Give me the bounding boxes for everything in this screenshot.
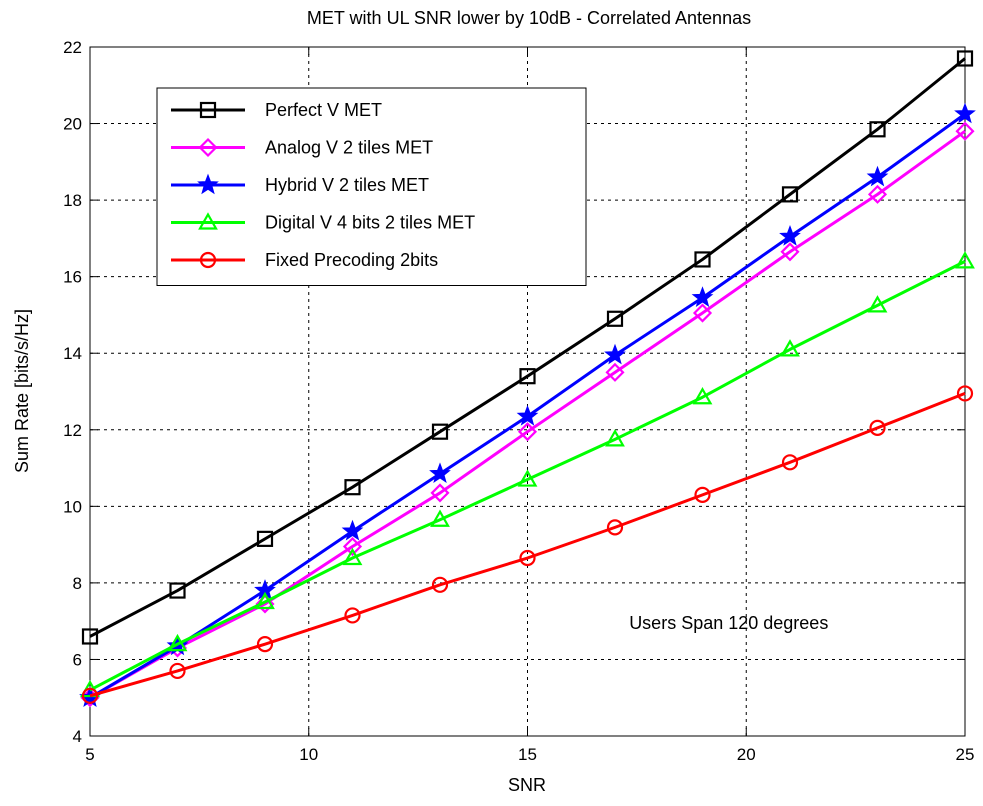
y-tick-label: 18 — [63, 191, 82, 210]
legend-entry: Fixed Precoding 2bits — [171, 250, 438, 270]
y-tick-label: 8 — [73, 574, 82, 593]
data-point — [256, 530, 274, 547]
data-point — [606, 519, 624, 536]
data-point — [342, 547, 363, 566]
axes: 5 10 15 20 25 4 6 8 10 12 14 16 18 20 22 — [63, 38, 974, 764]
legend-label: Fixed Precoding 2bits — [265, 250, 438, 270]
data-point — [867, 295, 888, 313]
annotations: Users Span 120 degrees — [629, 613, 828, 633]
data-point — [430, 509, 450, 527]
y-tick-label: 14 — [63, 344, 82, 363]
legend-marker — [198, 137, 218, 158]
legend-entry: Perfect V MET — [171, 100, 382, 120]
y-tick-label: 20 — [63, 115, 82, 134]
data-point — [81, 628, 99, 645]
data-point — [167, 633, 188, 652]
data-point — [517, 469, 538, 487]
data-point — [956, 385, 974, 402]
data-point — [341, 519, 364, 541]
x-tick-label: 25 — [956, 745, 975, 764]
y-tick-label: 16 — [63, 268, 82, 287]
x-tick-label: 10 — [299, 745, 318, 764]
series-0 — [81, 50, 974, 645]
data-point — [169, 582, 186, 599]
series-line — [89, 260, 966, 692]
chart-annotation: Users Span 120 degrees — [629, 613, 828, 633]
legend-marker — [198, 212, 218, 230]
series-4 — [81, 385, 974, 704]
y-tick-label: 12 — [63, 421, 82, 440]
legend-marker — [197, 173, 219, 195]
data-point — [81, 687, 99, 704]
data-point — [694, 486, 711, 503]
legend-label: Perfect V MET — [265, 100, 382, 120]
legend-marker — [199, 251, 217, 269]
legend-label: Analog V 2 tiles MET — [265, 138, 433, 158]
series-3 — [80, 251, 975, 698]
data-point — [781, 454, 799, 471]
data-point — [954, 102, 976, 124]
data-point — [956, 50, 974, 67]
x-tick-label: 20 — [737, 745, 756, 764]
legend-label: Hybrid V 2 tiles MET — [265, 175, 429, 195]
data-point — [344, 479, 361, 496]
y-tick-label: 10 — [63, 497, 82, 516]
legend-box — [156, 87, 587, 286]
data-point — [781, 186, 799, 203]
data-point — [429, 462, 451, 484]
y-tick-label: 6 — [73, 650, 82, 669]
chart-title: MET with UL SNR lower by 10dB - Correlat… — [307, 8, 751, 28]
data-point — [431, 423, 449, 440]
data-point — [604, 343, 626, 365]
data-point — [605, 362, 625, 382]
series-1 — [80, 121, 975, 708]
data-point — [866, 165, 889, 187]
series-line — [89, 392, 966, 698]
x-tick-label: 15 — [518, 745, 537, 764]
x-tick-label: 5 — [85, 745, 94, 764]
data-point — [691, 286, 714, 307]
data-point — [344, 607, 361, 624]
data-point — [780, 339, 800, 357]
data-series — [79, 50, 976, 708]
y-tick-label: 22 — [63, 38, 82, 57]
data-point — [605, 429, 625, 447]
data-point — [780, 242, 800, 262]
data-point — [692, 303, 713, 323]
data-point — [779, 225, 801, 246]
data-point — [431, 576, 449, 593]
data-point — [430, 483, 450, 503]
data-point — [869, 121, 886, 138]
legend: Perfect V MET Analog V 2 tiles MET Hybrid … — [156, 87, 587, 286]
x-axis-label: SNR — [508, 775, 546, 795]
legend-entry: Analog V 2 tiles MET — [171, 138, 433, 158]
y-axis-label: Sum Rate [bits/s/Hz] — [12, 309, 32, 473]
data-point — [867, 184, 888, 204]
data-point — [955, 121, 975, 141]
data-point — [169, 662, 186, 680]
data-point — [869, 419, 886, 436]
data-point — [606, 310, 624, 327]
legend-entry: Digital V 4 bits 2 tiles MET — [171, 212, 475, 233]
data-point — [955, 251, 975, 269]
series-line — [89, 57, 966, 638]
y-tick-label: 4 — [73, 727, 82, 746]
data-point — [256, 636, 274, 653]
data-point — [516, 404, 539, 426]
data-point — [519, 368, 536, 385]
data-point — [519, 549, 536, 567]
series-line — [89, 129, 966, 700]
legend-marker — [199, 101, 217, 119]
legend-label: Digital V 4 bits 2 tiles MET — [265, 213, 475, 233]
legend-entry: Hybrid V 2 tiles MET — [171, 173, 429, 195]
data-point — [517, 422, 538, 442]
data-point — [694, 251, 711, 268]
data-point — [692, 387, 713, 405]
data-point — [255, 591, 275, 610]
data-point — [342, 536, 363, 557]
